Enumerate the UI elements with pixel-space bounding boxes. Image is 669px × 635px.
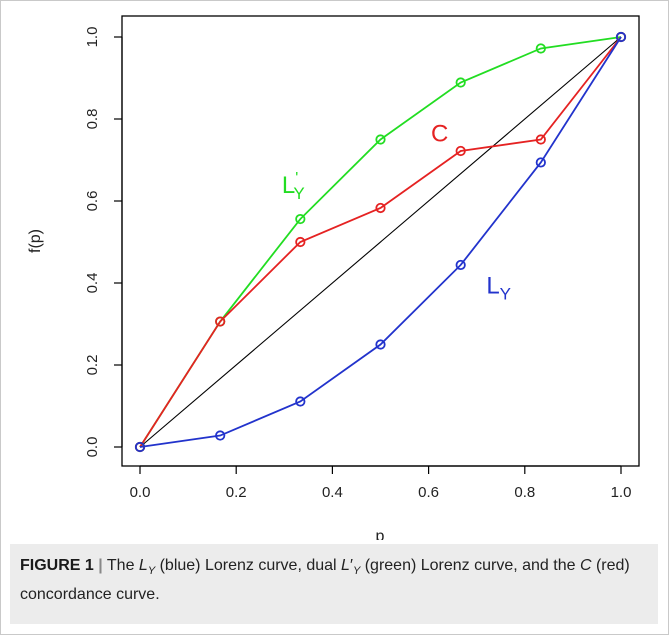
series-label-0: L' Y [282,170,305,203]
series-label-2: LY [486,272,511,303]
series-line-1 [139,36,622,448]
caption-separator: | [98,557,103,574]
series-layer [134,31,627,453]
x-tick-label: 0.4 [322,484,343,501]
y-tick-label: 0.6 [84,191,101,212]
series-point-2 [615,31,627,43]
series-point-0 [535,43,546,54]
caption-ly-sub: Y [147,565,156,578]
caption-dual-sub: Y [352,565,361,578]
series-point-1 [295,236,306,248]
caption-dual-prime: ′ [349,557,353,574]
caption-text-2: (blue) Lorenz curve, dual [155,557,342,574]
series-point-0 [455,77,466,88]
series-point-1 [375,202,386,214]
chart: 0.0 0.2 0.4 0.6 0.8 1.0 0.0 0.2 0.4 0.6 0.8 1.0 L'… [27,15,640,540]
series-point-2 [375,339,386,350]
x-tick-label: 0.8 [514,484,535,501]
figure-caption: FIGURE 1 | The LY (blue) Lorenz curve, d… [10,544,658,624]
caption-figure-number: FIGURE 1 [20,557,94,574]
series-point-0 [375,134,386,145]
series-line-2 [139,36,622,448]
y-tick-label: 0.8 [84,109,101,130]
series-labels: L' Y C LY [282,121,511,304]
x-axis-label: p [376,528,385,540]
series-point-2 [134,441,146,453]
y-axis-label: f(p) [27,229,44,253]
series-point-1 [535,134,546,145]
series-point-0 [295,213,306,225]
caption-text-1: The [102,557,139,574]
caption-text-4: (red) concordance curve. [20,557,630,604]
series-point-2 [215,430,226,441]
caption-c-label: C [579,557,592,574]
y-axis: 0.0 0.2 0.4 0.6 0.8 1.0 [84,27,123,458]
series-point-2 [535,157,546,168]
caption-dual-main: L [341,557,350,574]
y-tick-label: 0.4 [84,273,101,294]
x-tick-label: 0.0 [130,484,151,501]
x-tick-label: 1.0 [611,484,632,501]
y-tick-label: 1.0 [84,27,101,48]
series-point-2 [455,259,466,271]
series-point-1 [455,145,466,157]
x-axis: 0.0 0.2 0.4 0.6 0.8 1.0 [130,465,632,501]
series-point-2 [295,396,306,407]
caption-ly-main: L [138,557,148,574]
caption-text-3: (green) Lorenz curve, and the [360,557,580,574]
y-tick-label: 0.0 [84,437,101,458]
series-label-1: C [431,121,448,148]
y-tick-label: 0.2 [84,355,101,376]
x-tick-label: 0.2 [226,484,247,501]
x-tick-label: 0.6 [418,484,439,501]
series-point-1 [215,316,226,327]
diagonal-line [139,36,622,448]
plot-area-box [121,15,640,467]
